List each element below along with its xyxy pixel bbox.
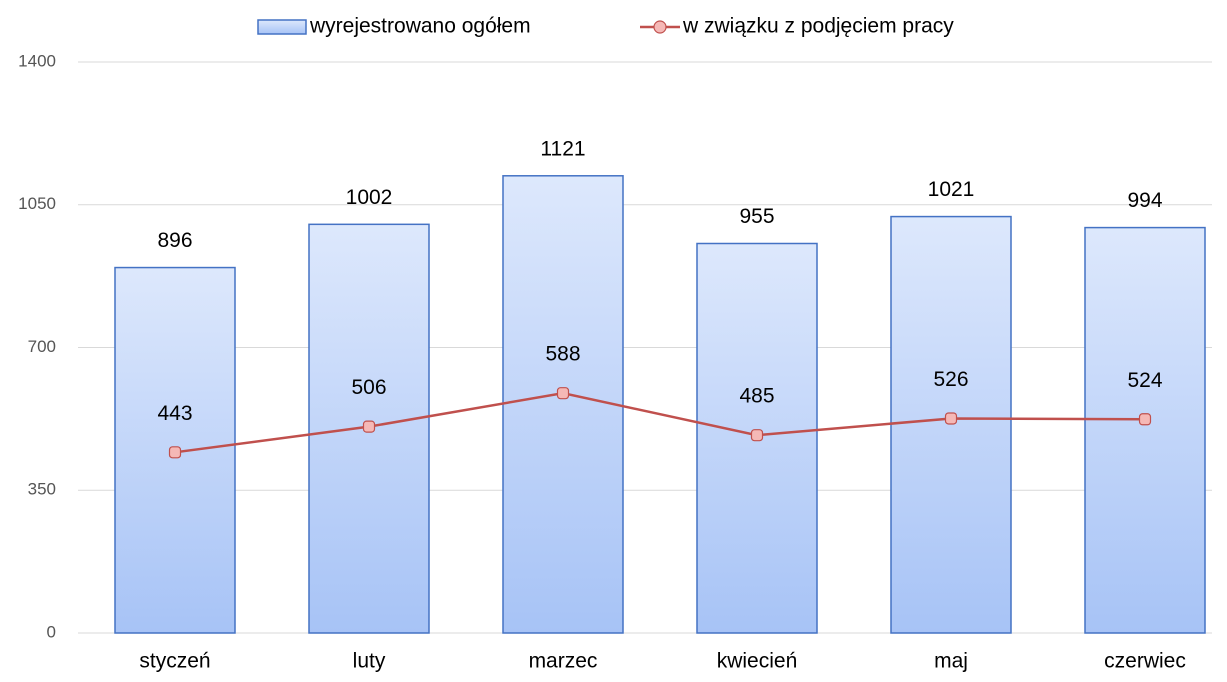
marks bbox=[114, 175, 1206, 634]
point bbox=[168, 446, 182, 459]
y-tick-label: 700 bbox=[28, 337, 56, 356]
x-tick-label: czerwiec bbox=[1104, 650, 1186, 673]
point bbox=[1138, 413, 1152, 426]
data-label: 485 bbox=[739, 385, 774, 408]
data-label: 524 bbox=[1127, 369, 1162, 392]
point bbox=[362, 420, 376, 433]
y-tick-label: 350 bbox=[28, 480, 56, 499]
data-label: 588 bbox=[545, 343, 580, 366]
legend-label: wyrejestrowano ogółem bbox=[309, 15, 531, 38]
point bbox=[750, 429, 764, 442]
x-tick-label: maj bbox=[934, 650, 968, 673]
line bbox=[174, 391, 1146, 454]
data-label: 896 bbox=[157, 229, 192, 252]
grid bbox=[78, 61, 1212, 634]
data-label: 526 bbox=[933, 368, 968, 391]
y-tick-label: 1050 bbox=[18, 194, 56, 213]
legend-label: w związku z podjęciem pracy bbox=[682, 15, 954, 38]
legend-swatch bbox=[653, 20, 667, 34]
bar bbox=[502, 175, 624, 634]
data-label: 443 bbox=[157, 402, 192, 425]
bar bbox=[1084, 226, 1206, 634]
x-tick-label: kwiecień bbox=[717, 650, 798, 673]
data-label: 1021 bbox=[928, 178, 975, 201]
data-label: 1121 bbox=[540, 137, 585, 160]
point bbox=[556, 387, 570, 400]
data-label: 506 bbox=[351, 376, 386, 399]
y-tick-label: 1400 bbox=[18, 51, 56, 70]
bar bbox=[890, 215, 1012, 634]
data-label: 994 bbox=[1127, 189, 1162, 212]
data-label: 1002 bbox=[346, 186, 393, 209]
point bbox=[944, 412, 958, 425]
x-tick-label: marzec bbox=[529, 650, 598, 673]
legend-swatch bbox=[257, 19, 307, 35]
y-tick-label: 0 bbox=[47, 622, 56, 641]
x-tick-label: styczeń bbox=[139, 650, 210, 673]
data-label: 955 bbox=[739, 205, 774, 228]
x-tick-label: luty bbox=[353, 650, 386, 673]
